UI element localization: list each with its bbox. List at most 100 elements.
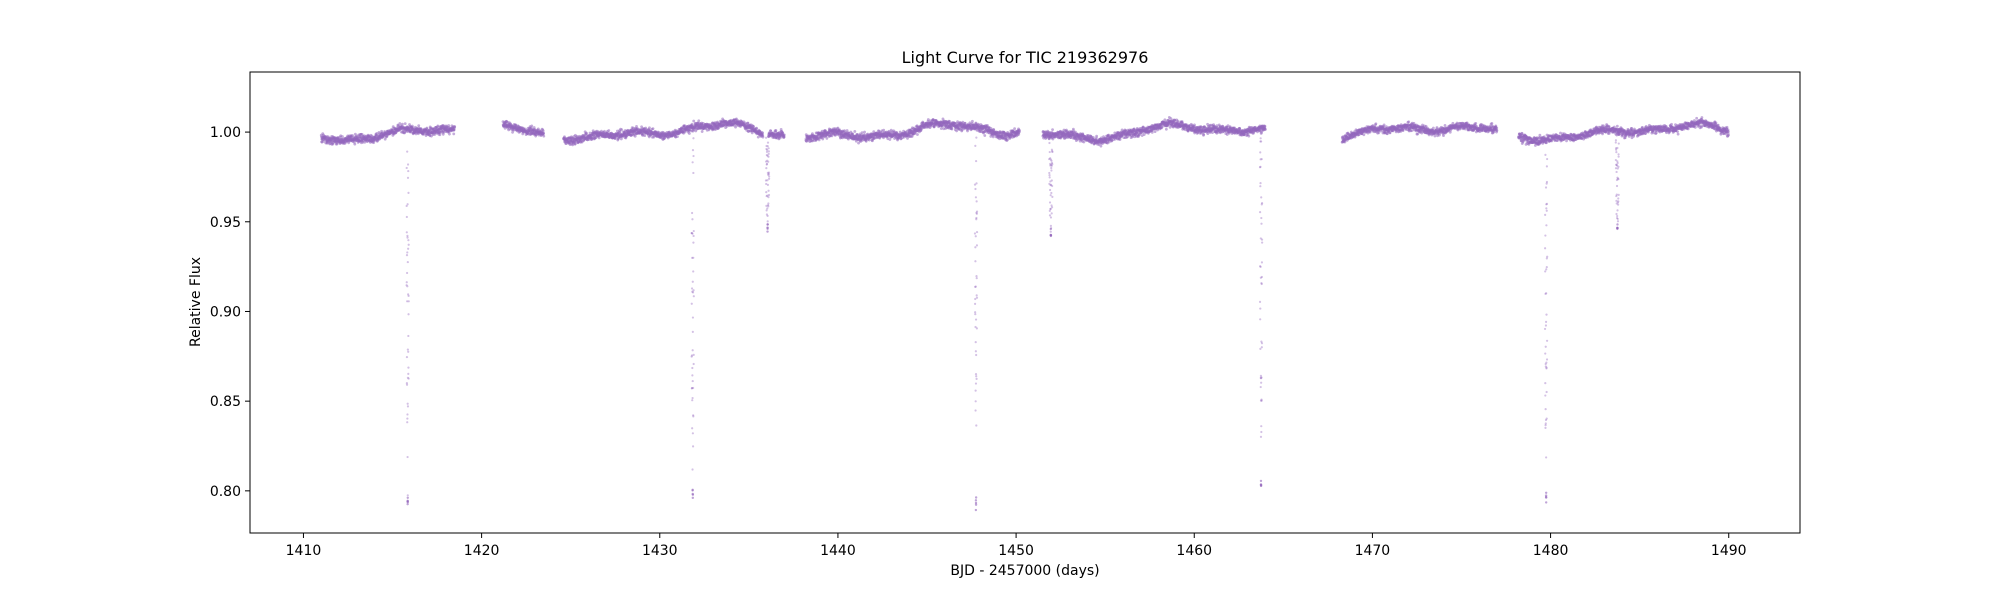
- data-point: [688, 132, 691, 135]
- data-point: [888, 138, 892, 141]
- data-point: [1202, 132, 1206, 136]
- data-point: [398, 122, 402, 125]
- data-point: [1099, 144, 1103, 148]
- data-point: [889, 128, 893, 132]
- data-point: [635, 124, 638, 128]
- data-point: [1432, 126, 1435, 130]
- data-point: [1263, 128, 1267, 131]
- data-point: [941, 117, 945, 121]
- data-point: [769, 129, 773, 133]
- data-point: [433, 132, 437, 136]
- data-point: [530, 124, 534, 128]
- data-point: [697, 119, 701, 123]
- data-point: [353, 142, 357, 146]
- data-point: [375, 131, 379, 135]
- data-point: [573, 142, 577, 146]
- data-point: [1407, 120, 1411, 124]
- data-point: [453, 125, 457, 129]
- data-point: [939, 127, 943, 130]
- data-point: [1018, 129, 1021, 133]
- data-point: [448, 132, 451, 136]
- data-point: [1051, 128, 1054, 132]
- data-point: [983, 134, 987, 137]
- data-point: [541, 129, 545, 133]
- data-point: [683, 124, 687, 128]
- data-point: [452, 132, 456, 136]
- data-point: [1176, 119, 1180, 123]
- data-point: [916, 133, 919, 136]
- data-point: [372, 141, 376, 145]
- data-point: [1193, 123, 1196, 127]
- data-point: [882, 128, 886, 132]
- data-point: [401, 122, 404, 126]
- data-point: [607, 129, 611, 132]
- data-point: [761, 135, 765, 139]
- data-point: [867, 138, 871, 142]
- data-point: [940, 124, 944, 128]
- data-point: [700, 130, 704, 133]
- data-point: [774, 129, 778, 132]
- data-point: [438, 133, 442, 137]
- data-point: [851, 132, 855, 136]
- data-point: [1263, 124, 1267, 128]
- data-point: [853, 130, 857, 133]
- data-point: [1164, 127, 1168, 131]
- data-point: [692, 119, 696, 123]
- data-point: [821, 137, 825, 141]
- data-point: [1150, 131, 1154, 134]
- data-point: [363, 140, 367, 144]
- data-point: [690, 122, 694, 126]
- data-point: [843, 129, 846, 133]
- data-point: [633, 134, 637, 138]
- data-point: [615, 129, 619, 133]
- data-point: [1442, 134, 1445, 138]
- data-point: [1368, 130, 1372, 134]
- data-point: [588, 131, 592, 135]
- data-point: [1401, 129, 1405, 133]
- data-point: [926, 118, 930, 121]
- data-point: [1382, 123, 1386, 127]
- data-point: [1247, 134, 1251, 138]
- data-point: [906, 136, 909, 140]
- data-point: [430, 134, 433, 138]
- data-point: [1118, 138, 1122, 141]
- data-point: [542, 132, 545, 136]
- data-point: [845, 129, 849, 132]
- data-point: [756, 135, 760, 139]
- data-point: [1153, 130, 1157, 134]
- data-point: [643, 134, 647, 138]
- data-point: [403, 122, 407, 126]
- data-point: [863, 130, 866, 134]
- data-points: [319, 116, 1730, 512]
- data-point: [778, 136, 781, 140]
- data-point: [1095, 134, 1099, 138]
- data-point: [436, 124, 440, 128]
- data-point: [761, 131, 764, 135]
- data-point: [1410, 129, 1414, 133]
- data-point: [782, 133, 786, 137]
- data-point: [618, 130, 622, 134]
- data-point: [913, 131, 917, 135]
- data-point: [542, 134, 546, 138]
- data-point: [651, 127, 655, 131]
- data-point: [1374, 122, 1378, 126]
- data-point: [1362, 133, 1366, 137]
- data-point: [676, 135, 679, 139]
- data-point: [383, 137, 387, 141]
- data-point: [825, 136, 829, 140]
- data-point: [341, 135, 344, 138]
- data-point: [910, 134, 914, 138]
- data-point: [597, 136, 601, 140]
- data-point: [860, 131, 864, 135]
- data-point: [991, 135, 995, 139]
- data-point: [752, 125, 755, 128]
- data-point: [1211, 131, 1214, 135]
- data-point: [585, 132, 588, 135]
- data-point: [1142, 133, 1146, 136]
- data-point: [619, 137, 623, 141]
- data-point: [620, 128, 624, 132]
- data-point: [511, 130, 514, 134]
- data-point: [746, 121, 750, 125]
- data-point: [417, 124, 421, 128]
